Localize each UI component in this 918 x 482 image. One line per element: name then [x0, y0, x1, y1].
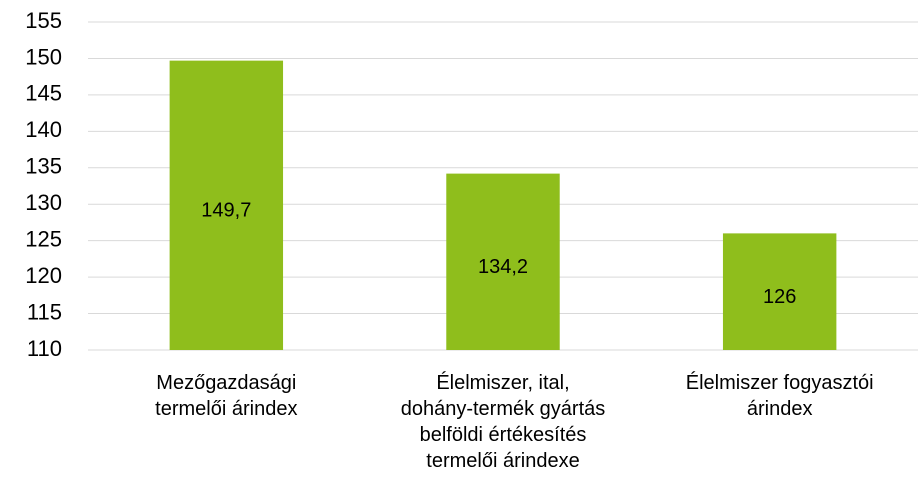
y-tick-label: 130	[25, 190, 62, 215]
bar	[722, 233, 837, 350]
x-tick-label: Élelmiszer, ital, dohány-termék gyártás …	[400, 372, 606, 472]
x-tick-label: Élelmiszer fogyasztói árindex	[685, 372, 874, 420]
y-tick-label: 115	[27, 299, 62, 324]
y-tick-label: 135	[25, 154, 62, 179]
y-tick-label: 110	[27, 336, 62, 361]
y-tick-label: 155	[25, 8, 62, 33]
bar	[169, 60, 284, 351]
bar	[446, 173, 560, 350]
y-tick-label: 140	[25, 117, 62, 142]
y-tick-label: 150	[25, 44, 62, 69]
y-tick-label: 120	[25, 263, 62, 288]
value-label: 149,7	[201, 200, 251, 222]
y-tick-label: 145	[25, 81, 62, 106]
x-tick-label: Mezőgazdasági termelői árindex	[155, 372, 298, 420]
value-label: 134,2	[478, 256, 528, 278]
value-label: 126	[763, 286, 796, 308]
y-tick-label: 125	[25, 226, 62, 251]
